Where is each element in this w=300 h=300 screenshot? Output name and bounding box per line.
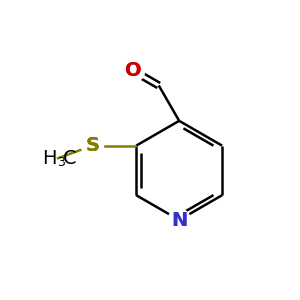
- Circle shape: [122, 60, 145, 82]
- Text: 3: 3: [57, 157, 65, 169]
- Text: N: N: [171, 211, 187, 230]
- Text: O: O: [125, 61, 142, 80]
- Text: O: O: [125, 61, 142, 80]
- Circle shape: [168, 209, 190, 231]
- Text: N: N: [171, 211, 187, 230]
- Circle shape: [81, 134, 104, 157]
- Text: S: S: [85, 136, 100, 155]
- Text: C: C: [63, 149, 77, 168]
- Text: S: S: [85, 136, 100, 155]
- Text: H: H: [42, 149, 57, 168]
